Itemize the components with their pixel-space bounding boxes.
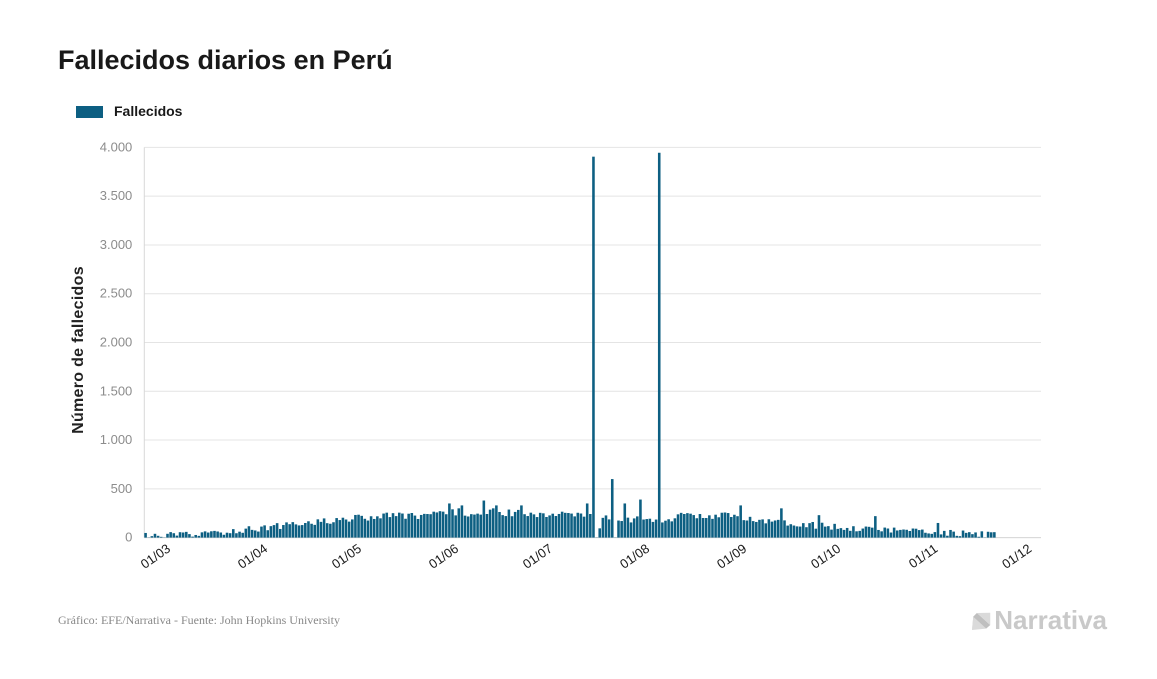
svg-text:01/04: 01/04 bbox=[235, 541, 270, 572]
svg-text:4.000: 4.000 bbox=[100, 139, 133, 154]
svg-text:01/07: 01/07 bbox=[520, 541, 555, 572]
svg-text:01/12: 01/12 bbox=[999, 541, 1034, 572]
svg-text:0: 0 bbox=[125, 530, 132, 545]
svg-text:500: 500 bbox=[111, 481, 133, 496]
svg-text:01/09: 01/09 bbox=[714, 541, 749, 572]
svg-text:01/05: 01/05 bbox=[329, 541, 364, 572]
svg-text:1.500: 1.500 bbox=[100, 383, 133, 398]
svg-text:01/10: 01/10 bbox=[808, 541, 843, 572]
svg-text:01/08: 01/08 bbox=[617, 541, 652, 572]
svg-text:2.000: 2.000 bbox=[100, 335, 133, 350]
svg-text:1.000: 1.000 bbox=[100, 432, 133, 447]
svg-text:2.500: 2.500 bbox=[100, 286, 133, 301]
svg-text:01/11: 01/11 bbox=[906, 541, 940, 571]
svg-text:3.000: 3.000 bbox=[100, 237, 133, 252]
svg-text:01/06: 01/06 bbox=[426, 541, 461, 572]
svg-text:3.500: 3.500 bbox=[100, 188, 133, 203]
svg-text:01/03: 01/03 bbox=[138, 541, 173, 572]
